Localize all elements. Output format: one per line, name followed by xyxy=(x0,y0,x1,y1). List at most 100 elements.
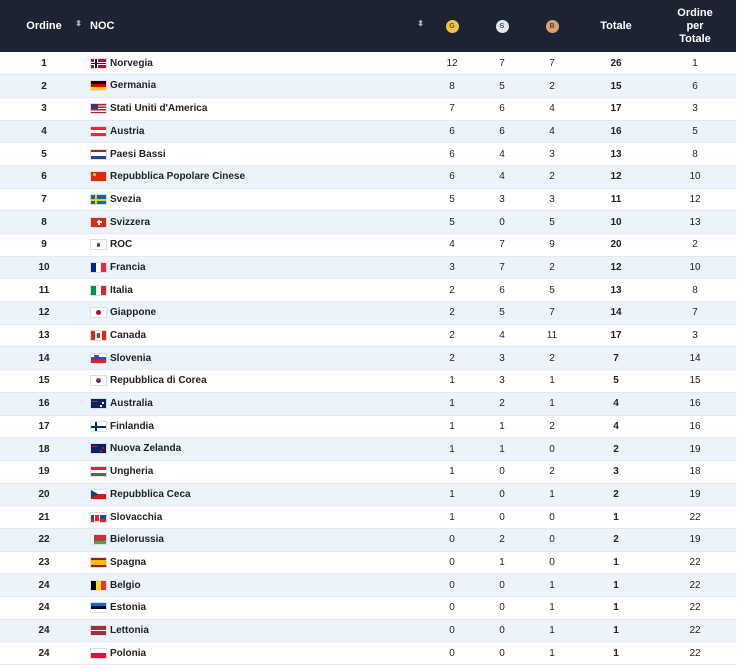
header-rank[interactable]: Ordine ⬍ xyxy=(26,19,82,32)
belarus-flag-icon xyxy=(90,534,107,546)
rank-cell: 17 xyxy=(0,415,88,439)
total-cell: 5 xyxy=(578,369,654,393)
silver-cell: 0 xyxy=(478,641,526,666)
rank-total-cell: 19 xyxy=(654,437,736,461)
rank-cell: 13 xyxy=(0,324,88,348)
total-cell: 26 xyxy=(578,52,654,76)
sort-icon[interactable]: ⬍ xyxy=(417,19,424,28)
gold-cell: 5 xyxy=(426,210,478,234)
noc-cell: Slovenia xyxy=(88,346,426,371)
noc-cell: Belgio xyxy=(88,573,426,597)
bronze-cell: 1 xyxy=(526,596,578,620)
table-row: 13 Canada 2 4 11 17 3 xyxy=(0,324,736,348)
slovakia-flag-icon xyxy=(90,511,107,523)
bronze-cell: 2 xyxy=(526,165,578,189)
gold-cell: 1 xyxy=(426,437,478,461)
bronze-cell: 5 xyxy=(526,278,578,303)
total-cell: 20 xyxy=(578,233,654,257)
gold-cell: 5 xyxy=(426,188,478,212)
table-row: 8 Svizzera 5 0 5 10 13 xyxy=(0,210,736,234)
bronze-cell: 9 xyxy=(526,233,578,257)
rank-cell: 16 xyxy=(0,392,88,416)
rank-cell: 24 xyxy=(0,619,88,643)
silver-cell: 2 xyxy=(478,392,526,416)
china-flag-icon xyxy=(90,171,107,183)
header-rank-total[interactable]: Ordine per Totale xyxy=(677,6,713,45)
rank-total-cell: 8 xyxy=(654,142,736,166)
gold-cell: 2 xyxy=(426,278,478,303)
table-row: 14 Slovenia 2 3 2 7 14 xyxy=(0,346,736,371)
header-silver[interactable]: S xyxy=(478,0,526,52)
rank-cell: 24 xyxy=(0,641,88,666)
rank-total-cell: 22 xyxy=(654,573,736,597)
header-bronze[interactable]: B xyxy=(526,0,578,52)
table-row: 19 Ungheria 1 0 2 3 18 xyxy=(0,460,736,484)
noc-cell: Norvegia xyxy=(88,52,426,76)
silver-cell: 6 xyxy=(478,120,526,144)
bronze-cell: 1 xyxy=(526,619,578,643)
gold-cell: 6 xyxy=(426,142,478,166)
table-row: 20 Repubblica Ceca 1 0 1 2 19 xyxy=(0,483,736,507)
table-row: 4 Austria 6 6 4 16 5 xyxy=(0,120,736,144)
bronze-cell: 1 xyxy=(526,392,578,416)
table-row: 2 Germania 8 5 2 15 6 xyxy=(0,74,736,98)
rank-cell: 22 xyxy=(0,528,88,552)
france-flag-icon xyxy=(90,261,107,273)
bronze-cell: 4 xyxy=(526,97,578,121)
country-name: ROC xyxy=(110,239,133,251)
header-gold[interactable]: G xyxy=(426,0,478,52)
rank-total-cell: 22 xyxy=(654,641,736,666)
rank-total-cell: 16 xyxy=(654,392,736,416)
czech-flag-icon xyxy=(90,488,107,500)
gold-cell: 0 xyxy=(426,641,478,666)
header-total[interactable]: Totale xyxy=(600,20,632,32)
bronze-cell: 2 xyxy=(526,346,578,371)
total-cell: 15 xyxy=(578,74,654,98)
noc-cell: Slovacchia xyxy=(88,505,426,529)
korea-flag-icon xyxy=(90,375,107,387)
total-cell: 12 xyxy=(578,256,654,280)
bronze-cell: 0 xyxy=(526,551,578,575)
table-row: 21 Slovacchia 1 0 0 1 22 xyxy=(0,505,736,529)
italy-flag-icon xyxy=(90,284,107,296)
silver-medal-icon: S xyxy=(495,20,509,33)
belgium-flag-icon xyxy=(90,579,107,591)
noc-cell: Paesi Bassi xyxy=(88,142,426,166)
noc-cell: Finlandia xyxy=(88,415,426,439)
silver-cell: 4 xyxy=(478,324,526,348)
total-cell: 2 xyxy=(578,483,654,507)
bronze-cell: 2 xyxy=(526,460,578,484)
rank-cell: 24 xyxy=(0,596,88,620)
silver-cell: 4 xyxy=(478,142,526,166)
rank-total-cell: 5 xyxy=(654,120,736,144)
country-name: Giappone xyxy=(110,307,157,319)
rank-cell: 2 xyxy=(0,74,88,98)
table-row: 16 Australia 1 2 1 4 16 xyxy=(0,392,736,416)
table-row: 6 Repubblica Popolare Cinese 6 4 2 12 10 xyxy=(0,165,736,189)
silver-cell: 1 xyxy=(478,551,526,575)
gold-cell: 2 xyxy=(426,324,478,348)
country-name: Norvegia xyxy=(110,57,153,69)
table-row: 1 Norvegia 12 7 7 26 1 xyxy=(0,52,736,76)
gold-cell: 1 xyxy=(426,505,478,529)
table-row: 3 Stati Uniti d'America 7 6 4 17 3 xyxy=(0,97,736,121)
country-name: Slovacchia xyxy=(110,511,163,523)
gold-cell: 7 xyxy=(426,97,478,121)
gold-cell: 0 xyxy=(426,619,478,643)
rank-cell: 7 xyxy=(0,188,88,212)
total-cell: 2 xyxy=(578,437,654,461)
noc-cell: Giappone xyxy=(88,301,426,325)
rank-total-cell: 22 xyxy=(654,551,736,575)
rank-cell: 10 xyxy=(0,256,88,280)
table-row: 24 Polonia 0 0 1 1 22 xyxy=(0,641,736,666)
rank-cell: 4 xyxy=(0,120,88,144)
country-name: Belgio xyxy=(110,579,141,591)
country-name: Estonia xyxy=(110,602,147,614)
bronze-cell: 5 xyxy=(526,210,578,234)
country-name: Paesi Bassi xyxy=(110,148,166,160)
header-noc[interactable]: NOC ⬍ xyxy=(90,19,424,32)
sort-icon[interactable]: ⬍ xyxy=(75,19,82,28)
noc-cell: Svizzera xyxy=(88,210,426,234)
table-row: 23 Spagna 0 1 0 1 22 xyxy=(0,551,736,575)
country-name: Svizzera xyxy=(110,216,151,228)
